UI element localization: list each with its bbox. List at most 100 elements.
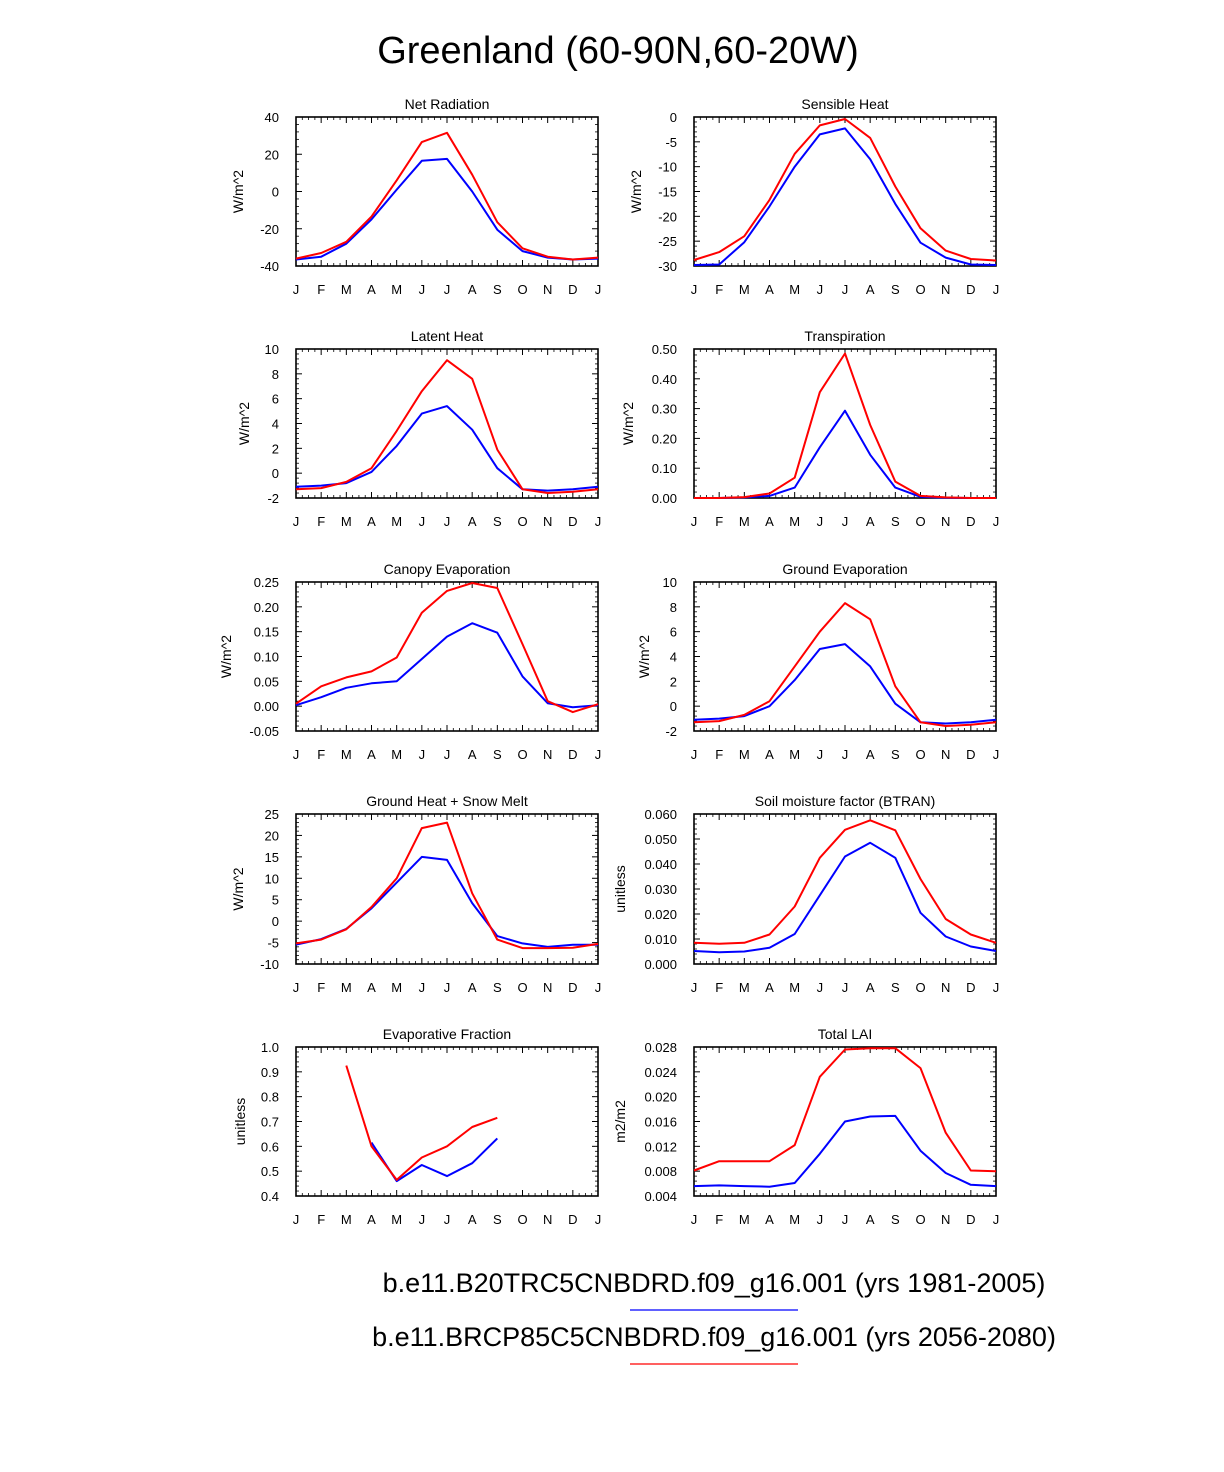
x-tick-label: M: [341, 980, 352, 995]
series-line-future: [693, 602, 997, 727]
x-tick-label: J: [595, 282, 602, 297]
x-tick-label: F: [317, 282, 325, 297]
plot-frame: [693, 348, 997, 499]
y-tick-label: 0.20: [652, 431, 677, 446]
y-tick-label: -20: [260, 222, 279, 237]
x-tick-label: J: [817, 980, 824, 995]
x-tick-label: J: [419, 1212, 426, 1227]
x-tick-label: N: [543, 980, 552, 995]
x-tick-label: M: [789, 282, 800, 297]
figure-title: Greenland (60-90N,60-20W): [377, 30, 859, 72]
y-tick-label: 4: [272, 417, 279, 432]
x-tick-label: M: [391, 1212, 402, 1227]
y-tick-label: 0.040: [644, 857, 677, 872]
x-tick-label: S: [891, 747, 900, 762]
x-tick-label: M: [391, 747, 402, 762]
x-tick-label: J: [993, 980, 1000, 995]
y-tick-label: 20: [265, 828, 279, 843]
x-tick-label: O: [915, 282, 925, 297]
x-tick-label: N: [543, 514, 552, 529]
x-tick-label: J: [293, 282, 300, 297]
x-tick-label: O: [517, 282, 527, 297]
legend: b.e11.B20TRC5CNBDRD.f09_g16.001 (yrs 198…: [372, 1268, 1056, 1365]
x-tick-label: N: [543, 1212, 552, 1227]
y-axis-label: W/m^2: [230, 170, 246, 213]
y-tick-label: 0.020: [644, 1090, 677, 1105]
x-tick-label: J: [419, 514, 426, 529]
series-line-historical: [693, 841, 997, 954]
x-tick-label: J: [817, 514, 824, 529]
panel-soil-moisture-factor: Soil moisture factor (BTRAN)J F M A M J J A S O N D…: [612, 793, 999, 995]
x-tick-label: M: [789, 1212, 800, 1227]
y-tick-label: -0.05: [249, 724, 279, 739]
y-axis-label: W/m^2: [230, 867, 246, 910]
y-tick-label: 2: [272, 441, 279, 456]
x-tick-label: J: [444, 282, 451, 297]
y-tick-label: 0.050: [644, 832, 677, 847]
x-tick-label: O: [517, 980, 527, 995]
x-tick-label: O: [915, 1212, 925, 1227]
x-tick-label: A: [367, 282, 376, 297]
plot-frame: [295, 813, 599, 965]
x-tick-label: A: [765, 514, 774, 529]
y-axis-label: W/m^2: [620, 402, 636, 445]
y-tick-label: 40: [265, 110, 279, 125]
x-tick-label: J: [691, 282, 698, 297]
x-tick-label: S: [493, 514, 502, 529]
x-tick-label: D: [568, 980, 577, 995]
x-tick-label: J: [993, 282, 1000, 297]
x-tick-label: D: [568, 514, 577, 529]
panel-title: Canopy Evaporation: [384, 561, 511, 577]
x-tick-label: J: [817, 1212, 824, 1227]
plot-frame: [693, 813, 997, 965]
x-tick-label: J: [993, 514, 1000, 529]
x-tick-label: J: [293, 1212, 300, 1227]
x-tick-label: F: [715, 980, 723, 995]
x-tick-label: M: [789, 980, 800, 995]
x-tick-label: A: [468, 980, 477, 995]
series-line-future: [694, 352, 996, 499]
x-tick-label: A: [367, 1212, 376, 1227]
y-axis-label: W/m^2: [628, 170, 644, 213]
x-tick-label: J: [595, 514, 602, 529]
x-tick-label: J: [293, 980, 300, 995]
x-tick-label: A: [765, 747, 774, 762]
y-tick-label: 20: [265, 147, 279, 162]
x-tick-label: N: [543, 747, 552, 762]
x-tick-label: A: [367, 980, 376, 995]
x-tick-label: F: [317, 980, 325, 995]
series-line-historical: [370, 1137, 499, 1183]
x-tick-label: A: [866, 980, 875, 995]
x-tick-label: M: [341, 1212, 352, 1227]
y-tick-label: -5: [665, 135, 677, 150]
plot-frame: [295, 581, 599, 732]
y-tick-label: 0.7: [261, 1115, 279, 1130]
y-tick-label: 0.10: [254, 650, 279, 665]
series-line-historical: [693, 1114, 997, 1188]
x-tick-label: J: [595, 1212, 602, 1227]
y-tick-label: 10: [265, 871, 279, 886]
x-tick-label: S: [493, 980, 502, 995]
x-tick-label: S: [493, 1212, 502, 1227]
panel-title: Evaporative Fraction: [383, 1026, 511, 1042]
y-tick-label: 0.012: [644, 1139, 677, 1154]
series-line-future: [693, 1047, 997, 1173]
x-tick-label: N: [941, 514, 950, 529]
y-tick-label: 8: [670, 600, 677, 615]
y-axis-label: W/m^2: [636, 635, 652, 678]
y-tick-label: -2: [267, 491, 279, 506]
x-tick-label: J: [842, 980, 849, 995]
x-tick-label: A: [367, 514, 376, 529]
series-line-future: [693, 819, 997, 945]
y-tick-label: -10: [260, 957, 279, 972]
y-tick-label: 0.020: [644, 907, 677, 922]
x-tick-label: F: [317, 514, 325, 529]
y-tick-label: 0.010: [644, 932, 677, 947]
y-tick-label: 6: [670, 625, 677, 640]
x-tick-label: S: [493, 282, 502, 297]
y-axis-label: W/m^2: [218, 635, 234, 678]
x-tick-label: A: [866, 747, 875, 762]
